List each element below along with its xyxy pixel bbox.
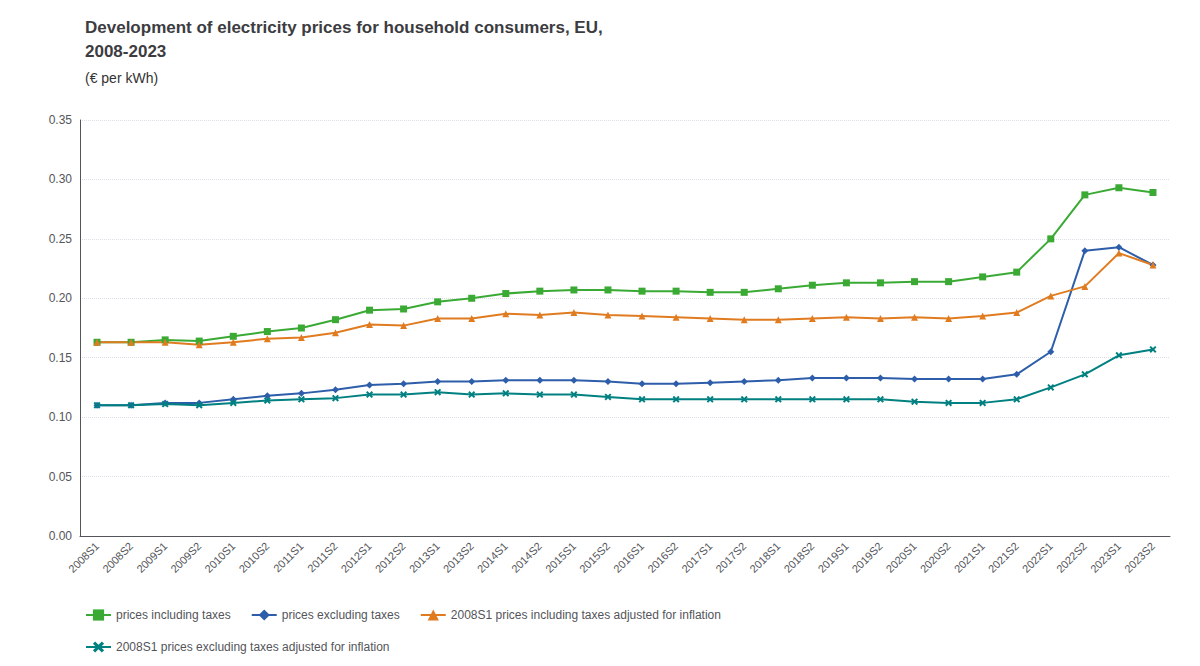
svg-text:2016S2: 2016S2 — [645, 540, 680, 575]
svg-text:0.00: 0.00 — [49, 529, 73, 543]
svg-text:2009S2: 2009S2 — [168, 540, 203, 575]
svg-text:2017S2: 2017S2 — [713, 540, 748, 575]
svg-text:2021S2: 2021S2 — [986, 540, 1021, 575]
svg-text:0.05: 0.05 — [49, 470, 73, 484]
svg-text:2018S2: 2018S2 — [781, 540, 816, 575]
svg-text:2013S2: 2013S2 — [441, 540, 476, 575]
svg-text:0.30: 0.30 — [49, 172, 73, 186]
svg-text:2011S2: 2011S2 — [305, 540, 340, 575]
svg-text:2018S1: 2018S1 — [747, 540, 782, 575]
svg-text:2014S2: 2014S2 — [509, 540, 544, 575]
svg-text:2010S1: 2010S1 — [202, 540, 237, 575]
svg-text:0.10: 0.10 — [49, 410, 73, 424]
svg-text:2020S2: 2020S2 — [918, 540, 953, 575]
svg-text:prices including taxes: prices including taxes — [116, 608, 231, 622]
svg-text:0.35: 0.35 — [49, 113, 73, 127]
svg-text:2022S1: 2022S1 — [1020, 540, 1055, 575]
svg-text:2013S1: 2013S1 — [407, 540, 442, 575]
svg-text:2008S2: 2008S2 — [100, 540, 135, 575]
svg-text:2008S1: 2008S1 — [66, 540, 101, 575]
svg-text:2008S1 prices including taxes: 2008S1 prices including taxes adjusted f… — [451, 608, 721, 622]
svg-text:2019S1: 2019S1 — [815, 540, 850, 575]
svg-text:2023S2: 2023S2 — [1122, 540, 1157, 575]
svg-text:2021S1: 2021S1 — [952, 540, 987, 575]
svg-text:(€ per kWh): (€ per kWh) — [85, 70, 158, 86]
svg-text:2008S1 prices excluding taxes: 2008S1 prices excluding taxes adjusted f… — [116, 640, 390, 654]
svg-text:2014S1: 2014S1 — [475, 540, 510, 575]
svg-text:0.20: 0.20 — [49, 291, 73, 305]
svg-text:2016S1: 2016S1 — [611, 540, 646, 575]
svg-text:2019S2: 2019S2 — [849, 540, 884, 575]
svg-text:prices excluding taxes: prices excluding taxes — [282, 608, 400, 622]
svg-text:0.15: 0.15 — [49, 351, 73, 365]
svg-text:2022S2: 2022S2 — [1054, 540, 1089, 575]
svg-text:2015S1: 2015S1 — [543, 540, 578, 575]
svg-text:2015S2: 2015S2 — [577, 540, 612, 575]
svg-text:2010S2: 2010S2 — [236, 540, 271, 575]
svg-text:2008-2023: 2008-2023 — [85, 42, 166, 61]
svg-text:2023S1: 2023S1 — [1088, 540, 1123, 575]
svg-text:2009S1: 2009S1 — [134, 540, 169, 575]
svg-text:0.25: 0.25 — [49, 232, 73, 246]
svg-text:Development of electricity pri: Development of electricity prices for ho… — [85, 18, 603, 37]
svg-text:2012S1: 2012S1 — [339, 540, 374, 575]
svg-text:2012S2: 2012S2 — [373, 540, 408, 575]
svg-text:2011S1: 2011S1 — [271, 540, 306, 575]
svg-text:2020S1: 2020S1 — [884, 540, 919, 575]
svg-text:2017S1: 2017S1 — [679, 540, 714, 575]
